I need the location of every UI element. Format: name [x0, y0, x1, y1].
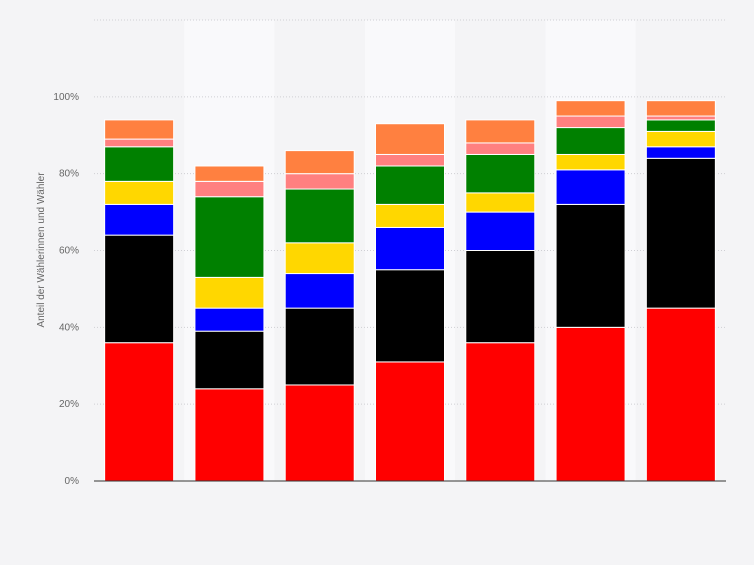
bar-segment-3-2[interactable] — [375, 226, 445, 271]
bar-segment-2-1[interactable] — [284, 307, 355, 386]
bar-segment-4-0[interactable] — [465, 342, 536, 482]
bar-segment-5-5[interactable] — [555, 115, 626, 129]
bar-segment-1-5[interactable] — [194, 180, 265, 198]
y-tick-label: 20% — [59, 399, 79, 410]
bar-segment-1-2[interactable] — [194, 307, 265, 332]
bar-segment-0-2[interactable] — [104, 203, 175, 236]
bar-segment-3-5[interactable] — [375, 153, 445, 167]
bar-segment-0-5[interactable] — [104, 138, 175, 148]
bar-segment-1-1[interactable] — [194, 330, 265, 390]
y-tick-label: 80% — [59, 169, 79, 180]
bars — [104, 100, 716, 482]
bar-segment-5-0[interactable] — [555, 326, 626, 482]
bar-segment-2-2[interactable] — [284, 273, 355, 309]
y-axis-title: Anteil der Wählerinnen und Wähler — [36, 172, 47, 328]
y-tick-labels: 0% 20% 40% 60% 80% 100% — [53, 92, 79, 487]
bar-segment-6-1[interactable] — [645, 157, 716, 309]
bar-segment-4-3[interactable] — [465, 192, 536, 213]
bar-segment-0-0[interactable] — [104, 342, 175, 482]
bar-segment-5-4[interactable] — [555, 127, 626, 155]
bar-segment-4-2[interactable] — [465, 211, 536, 251]
bar-segment-2-6[interactable] — [284, 150, 355, 175]
bar-segment-2-0[interactable] — [284, 384, 355, 482]
bar-segment-2-5[interactable] — [284, 173, 355, 190]
y-tick-label: 100% — [53, 92, 79, 103]
bar-segment-6-0[interactable] — [645, 307, 716, 482]
bar-segment-6-5[interactable] — [645, 115, 716, 121]
bar-segment-0-3[interactable] — [104, 180, 175, 205]
y-tick-label: 0% — [65, 476, 80, 487]
bar-segment-5-1[interactable] — [555, 203, 626, 328]
bar-segment-5-2[interactable] — [555, 169, 626, 205]
bar-segment-1-0[interactable] — [194, 388, 265, 482]
bar-segment-1-6[interactable] — [194, 165, 265, 182]
bar-segment-3-0[interactable] — [375, 361, 445, 482]
bar-segment-3-3[interactable] — [375, 203, 445, 228]
bar-segment-3-4[interactable] — [375, 165, 445, 205]
bar-segment-4-1[interactable] — [465, 250, 536, 344]
bar-segment-2-3[interactable] — [284, 242, 355, 275]
bar-segment-6-3[interactable] — [645, 130, 716, 148]
bar-segment-4-5[interactable] — [465, 142, 536, 155]
y-tick-label: 60% — [59, 246, 79, 257]
bar-segment-5-3[interactable] — [555, 153, 626, 171]
bar-segment-0-1[interactable] — [104, 234, 175, 344]
bar-segment-3-6[interactable] — [375, 123, 445, 155]
bar-segment-1-3[interactable] — [194, 276, 265, 309]
bar-segment-2-4[interactable] — [284, 188, 355, 244]
bar-segment-6-2[interactable] — [645, 146, 716, 159]
bar-segment-4-4[interactable] — [465, 153, 536, 194]
bar-segment-5-6[interactable] — [555, 100, 626, 117]
bar-segment-6-6[interactable] — [645, 100, 716, 117]
bar-segment-1-4[interactable] — [194, 196, 265, 278]
bar-segment-4-6[interactable] — [465, 119, 536, 144]
bar-segment-6-4[interactable] — [645, 119, 716, 132]
bar-segment-0-6[interactable] — [104, 119, 175, 140]
bar-segment-3-1[interactable] — [375, 269, 445, 363]
bar-segment-0-4[interactable] — [104, 146, 175, 182]
y-tick-label: 40% — [59, 322, 79, 333]
